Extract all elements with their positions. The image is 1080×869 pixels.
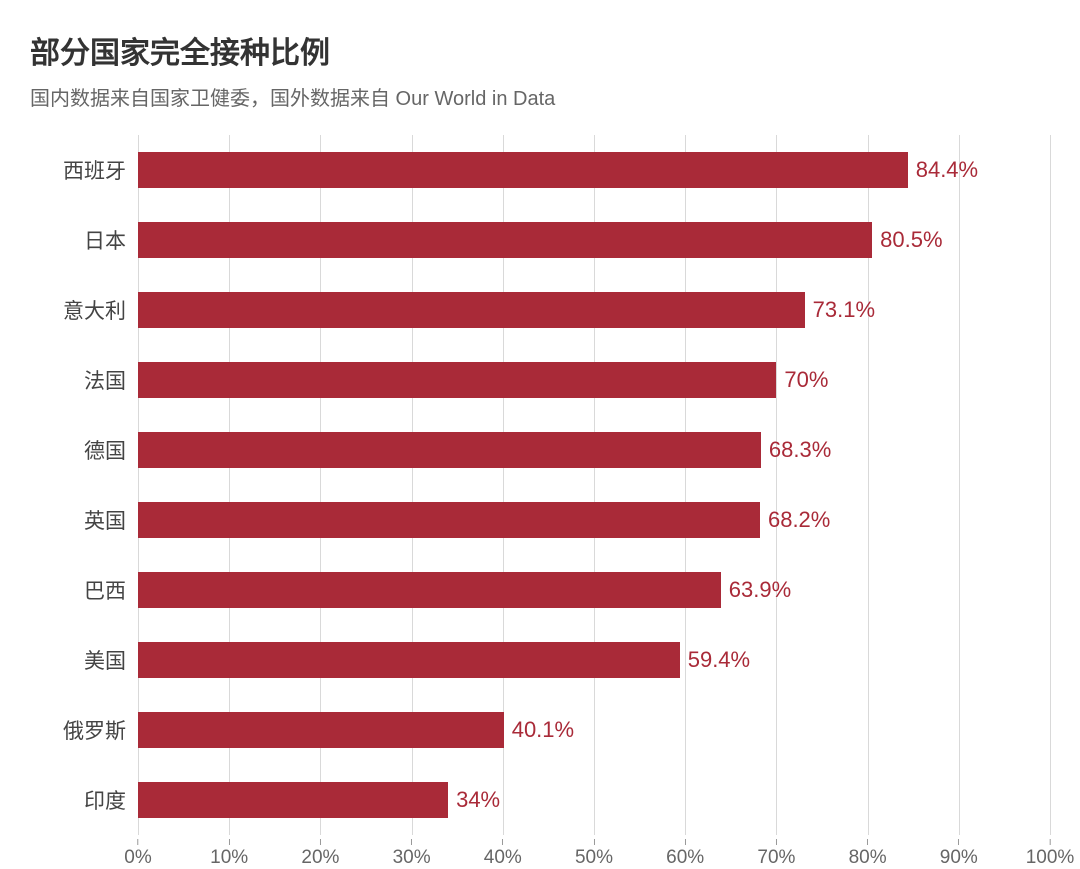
x-axis-tick-label: 100% bbox=[1026, 847, 1075, 869]
bar-value-label: 84.4% bbox=[916, 157, 978, 183]
plot-area: 84.4% 80.5% 73.1% 70% 68.3% 68.2% 63.9% 59.4% 40… bbox=[138, 135, 1050, 835]
x-axis-tick-label: 30% bbox=[393, 847, 431, 869]
x-axis-tick-label: 70% bbox=[757, 847, 795, 869]
x-axis-tick: 90% bbox=[940, 839, 978, 869]
x-axis-tick-label: 90% bbox=[940, 847, 978, 869]
x-axis-ticks: 0%10%20%30%40%50%60%70%80%90%100% bbox=[138, 839, 1050, 869]
bar-row: 80.5% bbox=[138, 208, 1050, 272]
x-axis-tick-label: 10% bbox=[210, 847, 248, 869]
bar: 80.5% bbox=[138, 222, 872, 258]
y-axis-label: 俄罗斯 bbox=[63, 698, 126, 762]
bar: 68.3% bbox=[138, 432, 761, 468]
x-axis-tick: 80% bbox=[849, 839, 887, 869]
x-axis-tick-label: 40% bbox=[484, 847, 522, 869]
bar-value-label: 59.4% bbox=[688, 647, 750, 673]
bar-value-label: 68.2% bbox=[768, 507, 830, 533]
bar: 59.4% bbox=[138, 642, 680, 678]
chart-area: 西班牙日本意大利法国德国英国巴西美国俄罗斯印度 84.4% 80.5% 73.1% 7… bbox=[30, 135, 1050, 835]
bar-row: 59.4% bbox=[138, 628, 1050, 692]
bar-row: 40.1% bbox=[138, 698, 1050, 762]
bar: 70% bbox=[138, 362, 776, 398]
x-axis-tick-label: 20% bbox=[301, 847, 339, 869]
bar: 40.1% bbox=[138, 712, 504, 748]
x-axis-tick-label: 80% bbox=[849, 847, 887, 869]
y-axis-label: 法国 bbox=[84, 348, 126, 412]
y-axis-label: 英国 bbox=[84, 488, 126, 552]
x-axis-tick: 100% bbox=[1026, 839, 1075, 869]
bar-value-label: 68.3% bbox=[769, 437, 831, 463]
x-axis: 0%10%20%30%40%50%60%70%80%90%100% bbox=[30, 839, 1050, 869]
x-axis-tick: 30% bbox=[393, 839, 431, 869]
chart-subtitle: 国内数据来自国家卫健委，国外数据来自 Our World in Data bbox=[30, 82, 1050, 111]
x-axis-tick-label: 50% bbox=[575, 847, 613, 869]
x-axis-tick: 20% bbox=[301, 839, 339, 869]
x-axis-tick: 0% bbox=[124, 839, 151, 869]
x-axis-tick: 60% bbox=[666, 839, 704, 869]
x-axis-tick: 10% bbox=[210, 839, 248, 869]
y-axis-label: 美国 bbox=[84, 628, 126, 692]
bars-container: 84.4% 80.5% 73.1% 70% 68.3% 68.2% 63.9% 59.4% 40… bbox=[138, 135, 1050, 835]
bar: 73.1% bbox=[138, 292, 805, 328]
y-axis-labels: 西班牙日本意大利法国德国英国巴西美国俄罗斯印度 bbox=[30, 135, 138, 835]
bar-value-label: 80.5% bbox=[880, 227, 942, 253]
bar: 68.2% bbox=[138, 502, 760, 538]
x-axis-tick-label: 60% bbox=[666, 847, 704, 869]
bar-row: 63.9% bbox=[138, 558, 1050, 622]
bar-value-label: 40.1% bbox=[512, 717, 574, 743]
x-axis-tick-label: 0% bbox=[124, 847, 151, 869]
x-axis-tick: 50% bbox=[575, 839, 613, 869]
bar-row: 68.3% bbox=[138, 418, 1050, 482]
gridline bbox=[1050, 135, 1051, 835]
bar-row: 73.1% bbox=[138, 278, 1050, 342]
bar: 84.4% bbox=[138, 152, 908, 188]
bar-value-label: 63.9% bbox=[729, 577, 791, 603]
bar-value-label: 73.1% bbox=[813, 297, 875, 323]
bar-value-label: 34% bbox=[456, 787, 500, 813]
x-axis-tick: 40% bbox=[484, 839, 522, 869]
y-axis-label: 日本 bbox=[84, 208, 126, 272]
bar-row: 70% bbox=[138, 348, 1050, 412]
y-axis-label: 巴西 bbox=[84, 558, 126, 622]
chart-title: 部分国家完全接种比例 bbox=[30, 28, 1050, 72]
bar-row: 34% bbox=[138, 768, 1050, 832]
y-axis-label: 德国 bbox=[84, 418, 126, 482]
bar: 34% bbox=[138, 782, 448, 818]
y-axis-label: 印度 bbox=[84, 768, 126, 832]
bar-row: 84.4% bbox=[138, 138, 1050, 202]
bar-row: 68.2% bbox=[138, 488, 1050, 552]
x-axis-tick: 70% bbox=[757, 839, 795, 869]
bar-value-label: 70% bbox=[784, 367, 828, 393]
bar: 63.9% bbox=[138, 572, 721, 608]
y-axis-label: 意大利 bbox=[63, 278, 126, 342]
y-axis-label: 西班牙 bbox=[63, 138, 126, 202]
